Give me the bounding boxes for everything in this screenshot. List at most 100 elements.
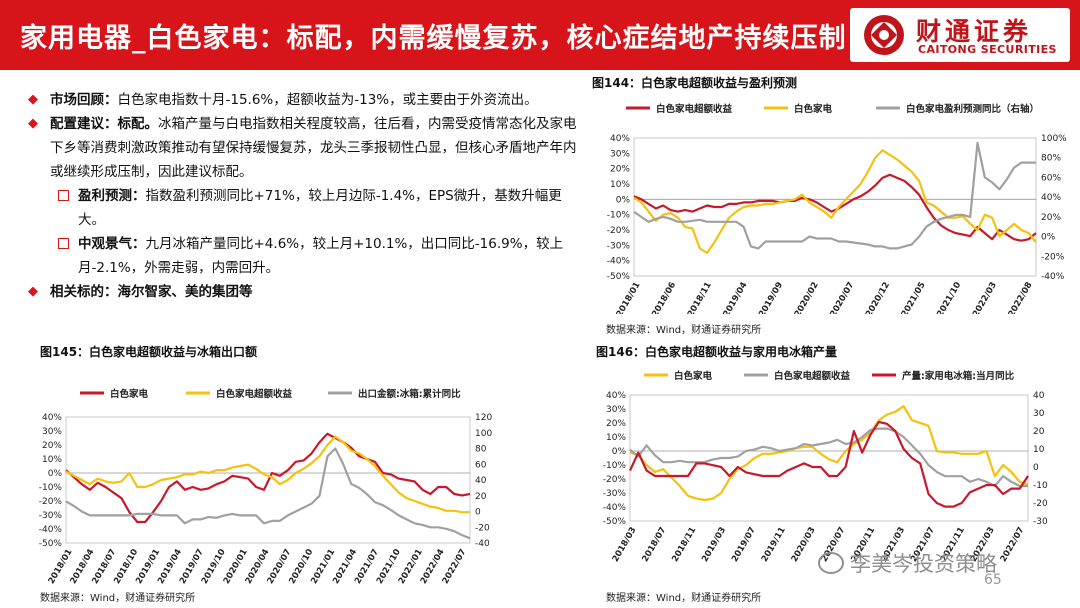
y-tick-label-right: 100% — [1041, 134, 1067, 144]
series-line — [65, 435, 470, 514]
sub-bullet-earnings: 盈利预测：指数盈利预测同比+71%，较上月边际-1.4%，EPS微升，基数升幅更… — [28, 184, 588, 232]
x-tick-label: 2022/08 — [1007, 280, 1035, 314]
x-tick-label: 2022/07 — [999, 525, 1027, 563]
chart-fig144: 40% 30% 20% 10% 0% -10% -20% -30% -40% -50% 100% 80… — [607, 103, 1067, 314]
y-tick-label-left: 10% — [42, 455, 62, 465]
y-tick-label-right: 60 — [475, 460, 487, 470]
company-emblem-icon — [864, 15, 904, 55]
y-tick-label-left: -10% — [603, 461, 627, 471]
chart-fig145: 40% 30% 20% 10% 0% -10% -20% -30% -40% -50% 120 100… — [39, 388, 493, 585]
series-line — [65, 432, 471, 524]
y-tick-label-right: -20 — [475, 523, 490, 533]
watermark-text: 李美岑投资策略 — [850, 552, 997, 576]
y-tick-label-right: -10 — [1033, 481, 1048, 491]
bullet-market-review: ◆ 市场回顾：白色家电指数十月-15.6%，超额收益为-13%，或主要由于外资流… — [28, 88, 588, 112]
y-tick-label-left: 20% — [42, 441, 62, 451]
y-tick-label-right: -40 — [475, 539, 490, 549]
bullet-label: 配置建议：标配。 — [50, 116, 158, 132]
company-logo: 财通证券 CAITONG SECURITIES — [850, 8, 1070, 62]
y-tick-label-left: -50% — [39, 539, 63, 549]
square-bullet-icon — [58, 238, 69, 249]
bullet-text: 冰箱产量与白电指数相关程度较高，往后看，内需受疫情常态化及家电下乡等消费刺激政策… — [50, 116, 577, 180]
y-tick-label-left: -20% — [603, 475, 627, 485]
x-tick-label: 2020/12 — [864, 280, 892, 314]
x-tick-label: 2019/09 — [757, 280, 785, 314]
x-tick-label: 2020/02 — [793, 280, 821, 314]
y-tick-label-right: 100 — [475, 429, 492, 439]
y-tick-label-right: 120 — [475, 413, 492, 423]
x-tick-label: 2019/07 — [730, 525, 758, 563]
chart-source: 数据来源：Wind，财通证券研究所 — [40, 593, 196, 604]
x-tick-label: 2018/03 — [611, 525, 639, 563]
y-tick-label-right: 30 — [1033, 409, 1045, 419]
sub-bullet-label: 盈利预测： — [78, 188, 146, 204]
x-tick-label: 2019/04 — [722, 280, 750, 314]
plot-frame — [65, 416, 471, 544]
bullet-text: 相关标的：海尔智家、美的集团等 — [50, 284, 253, 300]
series-line — [633, 141, 1036, 250]
series-line — [629, 420, 1029, 508]
y-tick-label-left: -40% — [603, 503, 627, 513]
diamond-bullet-icon: ◆ — [28, 116, 38, 131]
legend-label: 白色家电超额收益 — [656, 103, 733, 115]
header-bar: 家用电器_白色家电：标配，内需缓慢复苏，核心症结地产持续压制 财通证券 CAIT… — [0, 0, 1080, 70]
plot-frame — [633, 137, 1037, 277]
y-tick-label-left: -10% — [39, 483, 63, 493]
y-tick-label-left: 0% — [48, 469, 63, 479]
logo-text-en: CAITONG SECURITIES — [918, 43, 1057, 56]
legend-label: 产量:家用电冰箱:当月同比 — [902, 370, 1015, 382]
y-tick-label-left: 30% — [606, 405, 626, 415]
y-tick-label-left: -30% — [603, 489, 627, 499]
legend-label: 白色家电超额收益 — [774, 370, 851, 382]
y-tick-label-left: 0% — [612, 447, 627, 457]
y-tick-label-left: -40% — [39, 525, 63, 535]
x-tick-label: 2018/07 — [640, 525, 668, 563]
x-tick-label: 2018/11 — [670, 525, 698, 563]
page-number: 65 — [984, 572, 1002, 588]
y-tick-label-right: 80 — [475, 445, 487, 455]
series-line — [633, 173, 1037, 242]
page-title: 家用电器_白色家电：标配，内需缓慢复苏，核心症结地产持续压制 — [20, 23, 847, 54]
plot-frame — [629, 394, 1029, 522]
y-tick-label-right: 20 — [1033, 427, 1045, 437]
chart-fig146: 40% 30% 20% 10% 0% -10% -20% -30% -40% -50% 40 30 20… — [603, 370, 1048, 564]
x-tick-label: 2018/01 — [615, 280, 643, 314]
bullet-list: ◆ 市场回顾：白色家电指数十月-15.6%，超额收益为-13%，或主要由于外资流… — [28, 88, 588, 304]
y-tick-label-right: 40 — [475, 476, 487, 486]
diamond-bullet-icon: ◆ — [28, 284, 38, 299]
y-tick-label-left: -50% — [603, 517, 627, 527]
y-tick-label-left: 40% — [606, 391, 626, 401]
x-tick-label: 2019/03 — [700, 525, 728, 563]
y-tick-label-left: 20% — [610, 165, 630, 175]
y-tick-label-left: -20% — [607, 226, 631, 236]
y-tick-label-right: 60% — [1041, 173, 1061, 183]
legend-label: 出口金额:冰箱:累计同比 — [358, 388, 461, 400]
y-tick-label-right: -30 — [1033, 517, 1048, 527]
y-tick-label-left: -30% — [607, 241, 631, 251]
y-tick-label-left: 0% — [616, 195, 631, 205]
series-line — [65, 447, 471, 540]
sub-bullet-label: 中观景气： — [78, 236, 146, 252]
sub-bullet-meso: 中观景气：九月冰箱产量同比+4.6%，较上月+10.1%，出口同比-16.9%，… — [28, 232, 588, 280]
legend-label: 白色家电盈利预测同比（右轴） — [906, 103, 1039, 115]
y-tick-label-right: 0 — [475, 508, 481, 518]
y-tick-label-right: -20 — [1033, 499, 1048, 509]
y-tick-label-right: 20 — [475, 492, 487, 502]
y-tick-label-left: -50% — [607, 272, 631, 282]
logo-text-cn: 财通证券 — [916, 17, 1033, 46]
chart-title: 图144：白色家电超额收益与盈利预测 — [592, 76, 798, 90]
series-line — [633, 149, 1037, 255]
y-tick-label-right: 40 — [1033, 391, 1045, 401]
series-line — [629, 405, 1029, 502]
y-tick-label-left: 30% — [610, 149, 630, 159]
x-tick-label: 2020/07 — [828, 280, 856, 314]
y-tick-label-left: 20% — [606, 419, 626, 429]
y-tick-label-right: 80% — [1041, 154, 1061, 164]
x-tick-label: 2021/10 — [935, 280, 963, 314]
y-tick-label-right: 0 — [1033, 463, 1039, 473]
legend-label: 白色家电 — [674, 370, 713, 382]
y-tick-label-right: -20% — [1041, 252, 1065, 262]
y-tick-label-left: -20% — [39, 497, 63, 507]
y-tick-label-right: 10 — [1033, 445, 1045, 455]
y-tick-label-left: 10% — [606, 433, 626, 443]
